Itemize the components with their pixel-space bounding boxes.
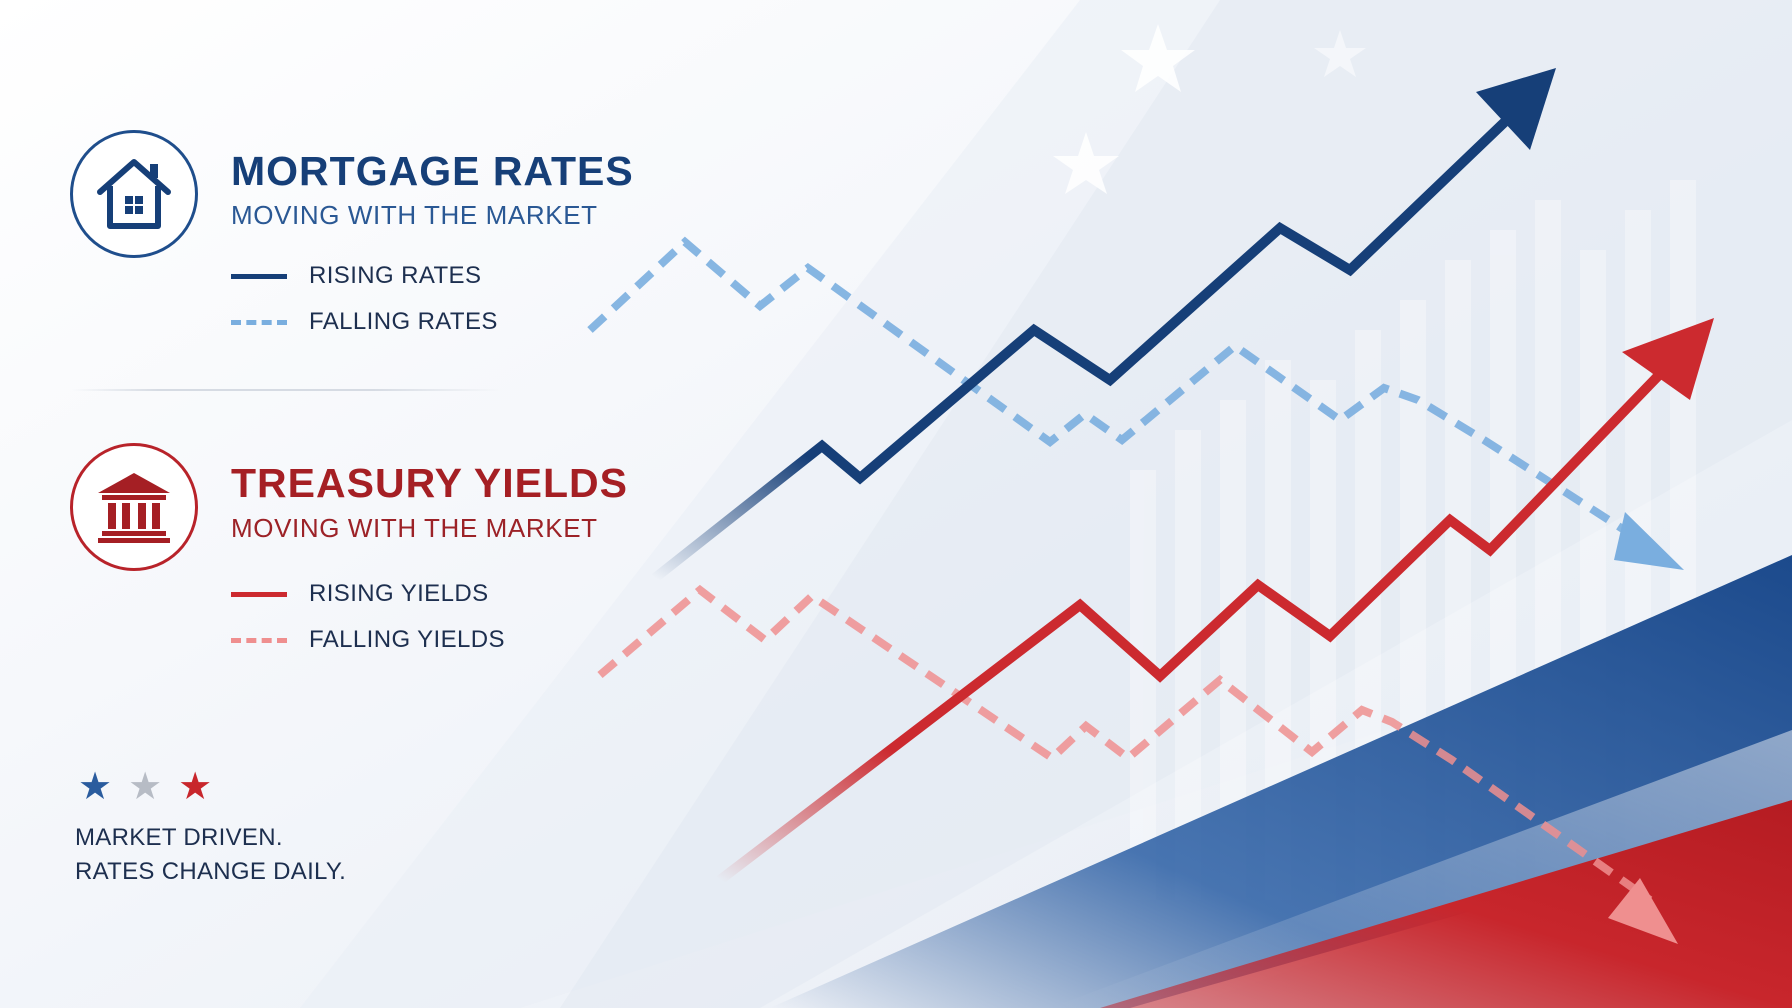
footer-line-1: MARKET DRIVEN. [75, 824, 283, 851]
house-icon [97, 159, 171, 229]
solid-line-swatch [231, 273, 287, 279]
footer-line-2: RATES CHANGE DAILY. [75, 858, 347, 885]
legend-label: RISING RATES [309, 262, 482, 289]
legend-rising-rates: RISING RATES [231, 261, 481, 291]
rising-yields-arrowhead [1622, 318, 1714, 400]
rising-rates-arrowhead [1476, 68, 1556, 150]
mortgage-title: MORTGAGE RATES [231, 148, 634, 194]
dashed-line-swatch [231, 319, 287, 325]
star-icon: ★ [78, 766, 113, 808]
falling-rates-arrowhead [1614, 512, 1684, 570]
rising-rates-line [651, 111, 1516, 582]
falling-yields-arrowhead [1608, 878, 1678, 944]
legend-label: FALLING YIELDS [309, 626, 505, 653]
background-bar [1130, 470, 1156, 900]
star-icon: ★ [128, 766, 163, 808]
legend-label: RISING YIELDS [309, 580, 489, 607]
mortgage-badge [70, 130, 198, 258]
bank-building-icon [98, 473, 170, 543]
section-divider [72, 389, 502, 391]
falling-rates-line [587, 236, 1643, 544]
solid-line-swatch [231, 591, 287, 597]
treasury-subtitle: MOVING WITH THE MARKET [231, 513, 598, 543]
legend-rising-yields: RISING YIELDS [231, 579, 488, 609]
legend-falling-rates: FALLING RATES [231, 307, 498, 337]
dashed-line-swatch [231, 637, 287, 643]
rising-yields-line [716, 370, 1664, 884]
legend-falling-yields: FALLING YIELDS [231, 625, 505, 655]
legend-label: FALLING RATES [309, 308, 498, 335]
star-icon: ★ [178, 766, 213, 808]
treasury-title: TREASURY YIELDS [231, 460, 628, 506]
treasury-badge [70, 443, 198, 571]
falling-yields-line [597, 584, 1653, 904]
star-row: ★ ★ ★ [78, 768, 212, 806]
mortgage-subtitle: MOVING WITH THE MARKET [231, 200, 598, 230]
